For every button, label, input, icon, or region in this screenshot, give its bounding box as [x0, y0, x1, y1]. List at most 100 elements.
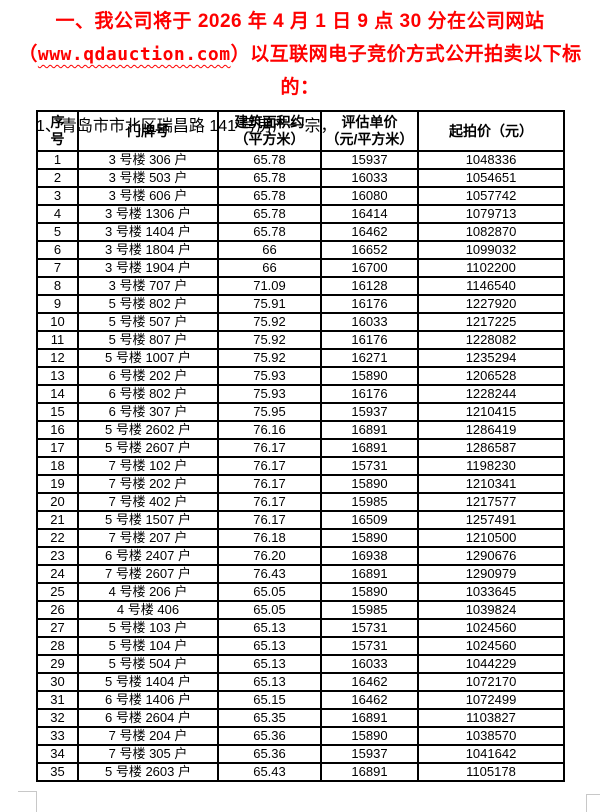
table-cell: 16176: [320, 330, 419, 350]
table-cell: 1198230: [417, 456, 565, 476]
table-cell: 3 号楼 306 户: [77, 150, 219, 170]
table-cell: 3 号楼 1404 户: [77, 222, 219, 242]
table-cell: 24: [36, 564, 79, 584]
table-cell: 6 号楼 307 户: [77, 402, 219, 422]
table-cell: 65.78: [217, 222, 322, 242]
table-cell: 71.09: [217, 276, 322, 296]
table-cell: 32: [36, 708, 79, 728]
table-cell: 1206528: [417, 366, 565, 386]
table-cell: 15890: [320, 582, 419, 602]
table-cell: 12: [36, 348, 79, 368]
table-cell: 16176: [320, 294, 419, 314]
table-cell: 16462: [320, 690, 419, 710]
table-cell: 15731: [320, 636, 419, 656]
table-cell: 1: [36, 150, 79, 170]
margin-crop-mark-bottom-right: [586, 794, 600, 812]
table-cell: 1033645: [417, 582, 565, 602]
table-row: 19 7 号楼 202 户 76.17 15890 1210341: [36, 474, 565, 494]
table-row: 29 5 号楼 504 户 65.13 16033 1044229: [36, 654, 565, 674]
table-cell: 28: [36, 636, 79, 656]
table-cell: 2: [36, 168, 79, 188]
table-cell: 65.05: [217, 582, 322, 602]
table-cell: 16891: [320, 420, 419, 440]
table-cell: 16128: [320, 276, 419, 296]
table-cell: 5 号楼 1507 户: [77, 510, 219, 530]
table-row: 20 7 号楼 402 户 76.17 15985 1217577: [36, 492, 565, 512]
table-cell: 1044229: [417, 654, 565, 674]
table-cell: 1210341: [417, 474, 565, 494]
column-header: 序 号: [36, 110, 79, 152]
table-cell: 5 号楼 104 户: [77, 636, 219, 656]
table-cell: 34: [36, 744, 79, 764]
column-header: 门牌号: [77, 110, 219, 152]
table-row: 24 7 号楼 2607 户 76.43 16891 1290979: [36, 564, 565, 584]
table-cell: 16033: [320, 312, 419, 332]
table-cell: 16891: [320, 708, 419, 728]
table-row: 23 6 号楼 2407 户 76.20 16938 1290676: [36, 546, 565, 566]
table-row: 12 5 号楼 1007 户 75.92 16271 1235294: [36, 348, 565, 368]
table-row: 14 6 号楼 802 户 75.93 16176 1228244: [36, 384, 565, 404]
table-row: 31 6 号楼 1406 户 65.15 16462 1072499: [36, 690, 565, 710]
table-cell: 1286419: [417, 420, 565, 440]
table-cell: 15890: [320, 366, 419, 386]
table-cell: 65.13: [217, 618, 322, 638]
table-cell: 1210500: [417, 528, 565, 548]
table-cell: 13: [36, 366, 79, 386]
table-cell: 1228082: [417, 330, 565, 350]
auction-website-url: www.qdauction.com: [37, 44, 231, 65]
table-cell: 3 号楼 503 户: [77, 168, 219, 188]
table-cell: 5: [36, 222, 79, 242]
table-cell: 1099032: [417, 240, 565, 260]
table-cell: 14: [36, 384, 79, 404]
table-row: 27 5 号楼 103 户 65.13 15731 1024560: [36, 618, 565, 638]
table-cell: 65.13: [217, 654, 322, 674]
table-cell: 19: [36, 474, 79, 494]
table-cell: 75.91: [217, 294, 322, 314]
table-cell: 16080: [320, 186, 419, 206]
table-cell: 15890: [320, 726, 419, 746]
table-cell: 6 号楼 802 户: [77, 384, 219, 404]
table-cell: 65.05: [217, 600, 322, 620]
table-cell: 1072170: [417, 672, 565, 692]
table-cell: 1257491: [417, 510, 565, 530]
table-cell: 75.95: [217, 402, 322, 422]
table-cell: 16891: [320, 762, 419, 782]
table-cell: 65.13: [217, 672, 322, 692]
table-cell: 21: [36, 510, 79, 530]
table-cell: 17: [36, 438, 79, 458]
table-cell: 16700: [320, 258, 419, 278]
heading-line2: （www.qdauction.com）以互联网电子竞价方式公开拍卖以下标的：: [0, 38, 600, 104]
table-cell: 65.78: [217, 204, 322, 224]
table-cell: 65.43: [217, 762, 322, 782]
table-cell: 65.36: [217, 726, 322, 746]
table-cell: 9: [36, 294, 79, 314]
table-cell: 15985: [320, 600, 419, 620]
table-cell: 1217577: [417, 492, 565, 512]
table-cell: 5 号楼 807 户: [77, 330, 219, 350]
table-cell: 3 号楼 606 户: [77, 186, 219, 206]
table-cell: 66: [217, 258, 322, 278]
table-cell: 16509: [320, 510, 419, 530]
table-cell: 1103827: [417, 708, 565, 728]
table-cell: 16: [36, 420, 79, 440]
column-header: 起拍价（元）: [417, 110, 565, 152]
table-row: 10 5 号楼 507 户 75.92 16033 1217225: [36, 312, 565, 332]
table-cell: 75.92: [217, 312, 322, 332]
column-header: 评估单价 （元/平方米）: [320, 110, 419, 152]
table-cell: 5 号楼 1404 户: [77, 672, 219, 692]
table-row: 26 4 号楼 406 65.05 15985 1039824: [36, 600, 565, 620]
table-cell: 5 号楼 1007 户: [77, 348, 219, 368]
table-cell: 1227920: [417, 294, 565, 314]
table-row: 17 5 号楼 2607 户 76.17 16891 1286587: [36, 438, 565, 458]
table-row: 28 5 号楼 104 户 65.13 15731 1024560: [36, 636, 565, 656]
table-row: 21 5 号楼 1507 户 76.17 16509 1257491: [36, 510, 565, 530]
table-cell: 16462: [320, 222, 419, 242]
table-cell: 75.92: [217, 348, 322, 368]
table-cell: 1146540: [417, 276, 565, 296]
table-cell: 76.16: [217, 420, 322, 440]
